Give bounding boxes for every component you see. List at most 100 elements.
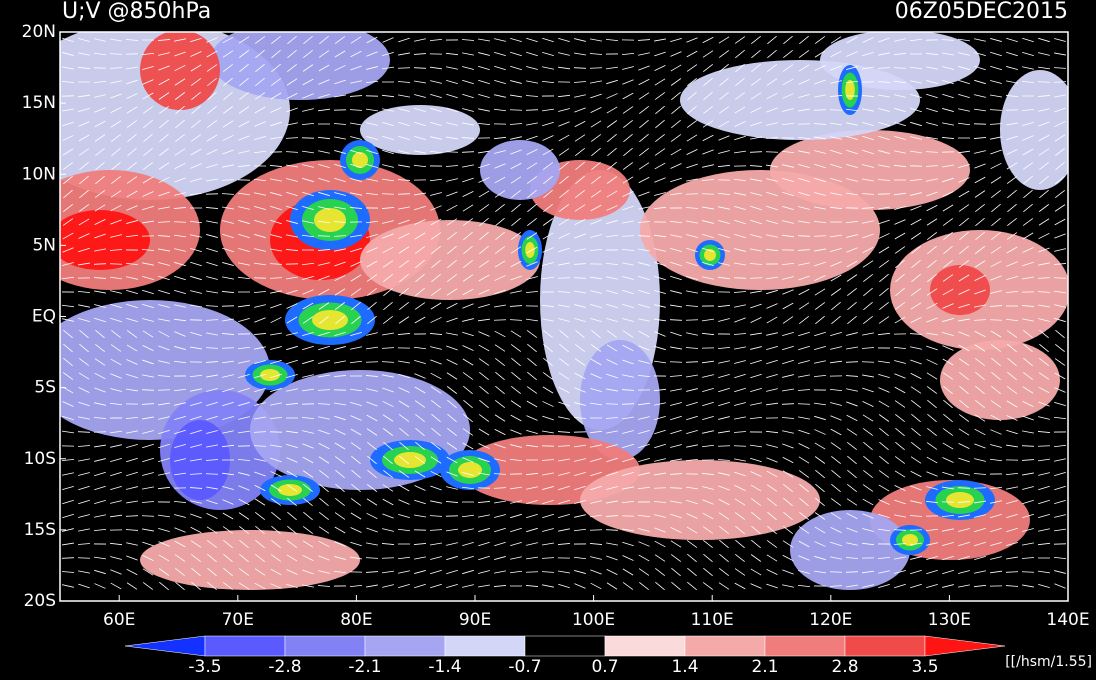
wind-vector	[494, 458, 506, 462]
wind-vector	[94, 120, 106, 128]
wind-vector	[302, 302, 314, 310]
wind-vector	[478, 289, 490, 295]
wind-vector	[990, 429, 1002, 435]
wind-vector	[62, 148, 74, 156]
wind-vector	[830, 65, 842, 71]
wind-vector	[462, 274, 474, 282]
wind-vector	[861, 95, 875, 97]
wind-vector	[1006, 276, 1018, 280]
wind-vector	[366, 542, 378, 546]
wind-vector	[366, 484, 378, 492]
wind-vector	[798, 275, 810, 281]
wind-vector	[975, 217, 985, 227]
wind-vector	[510, 94, 522, 98]
wind-vector	[190, 331, 202, 337]
wind-vector	[463, 231, 473, 241]
wind-vector	[622, 205, 634, 211]
wind-vector	[862, 149, 874, 155]
wind-vector	[478, 274, 490, 282]
colorbar-label: 1.4	[671, 657, 698, 677]
wind-vector	[334, 302, 346, 310]
shade-patch	[580, 340, 660, 460]
wind-vector	[431, 427, 441, 437]
wind-vector	[717, 304, 731, 308]
wind-vector	[190, 513, 202, 519]
wind-vector	[398, 570, 410, 574]
wind-vector	[878, 470, 890, 478]
wind-vector	[398, 246, 410, 254]
wind-vector	[590, 107, 602, 113]
wind-vector	[558, 583, 570, 589]
wind-vector	[975, 203, 985, 213]
wind-vector	[270, 444, 282, 448]
wind-vector	[847, 301, 857, 311]
wind-vector	[573, 556, 587, 560]
wind-vector	[685, 193, 699, 195]
wind-vector	[607, 161, 617, 171]
wind-vector	[509, 570, 523, 574]
wind-vector	[671, 567, 681, 577]
wind-vector	[910, 346, 922, 350]
wind-vector	[622, 541, 634, 547]
wind-vector	[526, 318, 538, 322]
wind-vector	[863, 441, 873, 451]
wind-vector	[1038, 148, 1050, 156]
wind-vector	[174, 234, 186, 238]
wind-vector	[845, 220, 859, 224]
wind-vector	[702, 401, 714, 407]
wind-vector	[1021, 445, 1035, 447]
wind-vector	[238, 150, 250, 154]
wind-vector	[830, 36, 842, 44]
wind-vector	[109, 53, 123, 55]
wind-vector	[62, 430, 74, 434]
wind-vector	[974, 65, 986, 71]
wind-vector	[894, 386, 906, 394]
wind-vector	[1022, 162, 1034, 170]
wind-vector	[430, 346, 442, 350]
wind-vector	[334, 541, 346, 547]
wind-vector	[990, 149, 1002, 155]
wind-vector	[766, 191, 778, 197]
wind-vector	[558, 386, 570, 394]
wind-vector	[494, 51, 506, 57]
wind-vector	[670, 78, 682, 86]
wind-vector	[638, 275, 650, 281]
wind-vector	[142, 457, 154, 463]
wind-vector	[574, 485, 586, 491]
wind-vector	[446, 93, 458, 99]
wind-vector	[943, 413, 953, 423]
wind-vector	[766, 569, 778, 575]
wind-vector	[862, 260, 874, 268]
wind-vector	[621, 235, 635, 237]
wind-vector	[526, 542, 538, 546]
wind-vector	[783, 511, 793, 521]
wind-vector	[77, 543, 91, 545]
wind-vector	[381, 543, 395, 545]
wind-vector	[142, 66, 154, 70]
wind-vector	[415, 273, 425, 283]
wind-vector	[286, 191, 298, 197]
wind-vector	[862, 528, 874, 532]
wind-vector	[782, 359, 794, 365]
wind-vector	[238, 50, 250, 58]
wind-vector	[478, 260, 490, 268]
wind-vector	[734, 360, 746, 364]
wind-vector	[238, 485, 250, 491]
wind-vector	[254, 373, 266, 379]
wind-vector	[959, 385, 969, 395]
wind-vector	[751, 63, 761, 73]
wind-vector	[414, 219, 426, 225]
wind-vector	[543, 189, 553, 199]
wind-vector	[973, 137, 987, 139]
wind-vector	[382, 374, 394, 378]
wind-vector	[958, 541, 970, 547]
wind-vector	[142, 528, 154, 532]
wind-vector	[734, 458, 746, 462]
wind-vector	[974, 344, 986, 352]
wind-vector	[174, 429, 186, 435]
wind-vector	[846, 542, 858, 546]
wind-vector	[415, 287, 425, 297]
wind-vector	[622, 276, 634, 280]
wind-vector	[126, 444, 138, 448]
wind-vector	[974, 108, 986, 112]
